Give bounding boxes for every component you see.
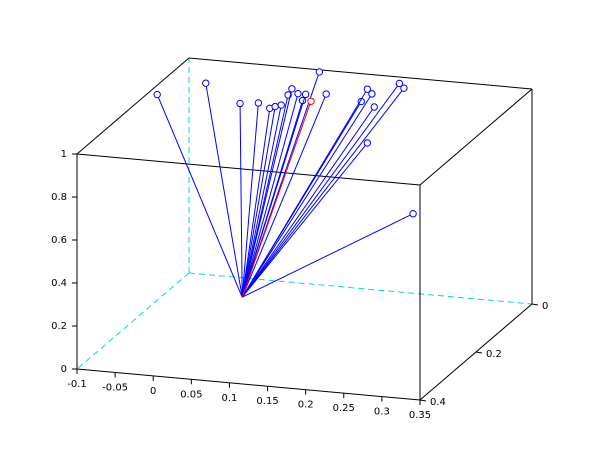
x-tick-label: 0	[150, 386, 156, 397]
point	[409, 210, 417, 218]
x-tick-label: 0.1	[221, 393, 237, 404]
x-tick-label: 0.15	[256, 396, 278, 407]
box-edge	[76, 57, 190, 155]
x-tick-label: -0.1	[67, 379, 87, 390]
stem	[205, 83, 243, 298]
point	[363, 139, 372, 147]
x-tick-label: 0.25	[333, 403, 355, 414]
point	[236, 99, 244, 108]
back-edge	[76, 272, 190, 370]
z-tick-label: 0.4	[51, 278, 67, 289]
stem	[241, 93, 299, 298]
point	[294, 89, 302, 98]
point	[400, 84, 408, 92]
stem	[241, 94, 307, 298]
point	[301, 90, 310, 99]
z-tick-label: 1	[61, 149, 67, 160]
stem	[241, 106, 375, 298]
stem	[241, 104, 282, 298]
y-tick-label: 0.2	[486, 349, 502, 360]
point	[202, 79, 210, 87]
box-edge	[76, 153, 421, 186]
x-tick-label: 0.2	[298, 400, 314, 411]
stem	[241, 102, 259, 298]
point	[277, 101, 285, 109]
x-tick-label: -0.05	[102, 382, 128, 393]
stem	[241, 213, 414, 298]
box-edge	[188, 57, 533, 90]
stem	[241, 87, 405, 298]
y-tick-label: 0.4	[430, 397, 446, 408]
point	[322, 90, 330, 98]
point	[363, 85, 372, 93]
stem	[241, 93, 373, 298]
point	[395, 79, 404, 88]
y-tick-label: 0	[542, 301, 548, 312]
z-tick-label: 0.8	[51, 192, 67, 203]
point	[357, 97, 365, 106]
y-tick	[419, 399, 427, 402]
stem	[241, 88, 368, 298]
point	[288, 85, 296, 93]
box-edge	[76, 368, 421, 401]
point	[153, 90, 161, 99]
stem	[241, 93, 327, 298]
stem	[239, 103, 243, 298]
y-tick	[531, 303, 539, 306]
stem	[241, 106, 276, 298]
back-edge	[188, 272, 533, 305]
x-tick-label: 0.35	[409, 410, 431, 421]
z-tick-label: 0.6	[51, 235, 67, 246]
stem	[241, 142, 368, 298]
x-tick-label: 0.3	[374, 407, 390, 418]
z-tick-label: 0.2	[51, 321, 67, 332]
point	[368, 90, 376, 98]
point	[254, 99, 263, 107]
stem	[241, 108, 271, 298]
stem	[241, 88, 293, 298]
point	[315, 68, 324, 76]
stem	[241, 101, 312, 298]
x-tick-label: 0.05	[180, 389, 202, 400]
point	[370, 103, 378, 111]
point	[271, 102, 279, 111]
stem	[241, 83, 400, 298]
z-tick-label: 0	[61, 364, 67, 375]
y-tick	[475, 351, 483, 354]
stem	[156, 94, 243, 298]
box-edge	[419, 88, 533, 186]
point	[307, 97, 315, 105]
